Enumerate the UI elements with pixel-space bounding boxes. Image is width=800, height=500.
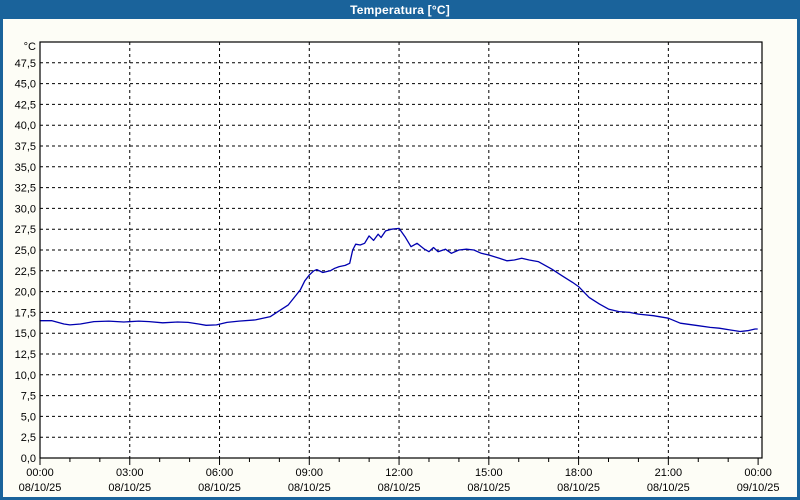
x-tick-date-label: 08/10/25	[557, 482, 600, 494]
temperature-line	[39, 227, 758, 333]
x-tick-date-label: 08/10/25	[647, 482, 690, 494]
x-tick-time-label: 18:00	[565, 467, 593, 479]
y-tick-label: 30,0	[15, 203, 36, 215]
y-tick-label: 47,5	[15, 58, 36, 70]
y-tick-label: 22,5	[15, 266, 36, 278]
y-unit-label: °C	[24, 41, 36, 53]
x-tick-time-label: 09:00	[296, 467, 324, 479]
y-tick-label: 17,5	[15, 307, 36, 319]
y-tick-label: 12,5	[15, 349, 36, 361]
x-tick-time-label: 12:00	[385, 467, 413, 479]
x-tick-time-label: 00:00	[744, 467, 772, 479]
y-tick-label: 5,0	[21, 411, 36, 423]
y-tick-label: 10,0	[15, 370, 36, 382]
x-tick-date-label: 08/10/25	[378, 482, 421, 494]
y-tick-label: 20,0	[15, 287, 36, 299]
x-tick-time-label: 06:00	[206, 467, 234, 479]
window-titlebar: Temperatura [°C]	[0, 0, 800, 19]
y-tick-label: 32,5	[15, 183, 36, 195]
x-tick-date-label: 08/10/25	[467, 482, 510, 494]
y-tick-label: 2,5	[21, 432, 36, 444]
window-title: Temperatura [°C]	[350, 2, 450, 17]
x-tick-date-label: 08/10/25	[108, 482, 151, 494]
chart-panel: 0,0 2,5 5,0 7,5 10,0 12,5 15,0 17,5 20,0 22,5 25,0…	[3, 19, 797, 497]
y-tick-label: 27,5	[15, 224, 36, 236]
y-tick-label: 35,0	[15, 162, 36, 174]
x-tick-date-label: 09/10/25	[737, 482, 780, 494]
x-tick-date-label: 08/10/25	[288, 482, 331, 494]
y-tick-label: 40,0	[15, 120, 36, 132]
y-tick-label: 15,0	[15, 328, 36, 340]
x-tick-date-label: 08/10/25	[198, 482, 241, 494]
plot-border	[39, 41, 763, 459]
y-tick-label: 42,5	[15, 99, 36, 111]
x-tick-date-label: 08/10/25	[19, 482, 62, 494]
y-tick-label: 0,0	[21, 453, 36, 465]
y-tick-label: 25,0	[15, 245, 36, 257]
x-tick-time-label: 03:00	[116, 467, 144, 479]
x-tick-time-label: 00:00	[26, 467, 54, 479]
y-tick-label: 45,0	[15, 79, 36, 91]
x-tick-time-label: 21:00	[655, 467, 683, 479]
y-tick-label: 37,5	[15, 141, 36, 153]
y-tick-label: 7,5	[21, 391, 36, 403]
x-tick-time-label: 15:00	[475, 467, 503, 479]
temperature-chart: 0,0 2,5 5,0 7,5 10,0 12,5 15,0 17,5 20,0 22,5 25,0…	[15, 41, 780, 494]
